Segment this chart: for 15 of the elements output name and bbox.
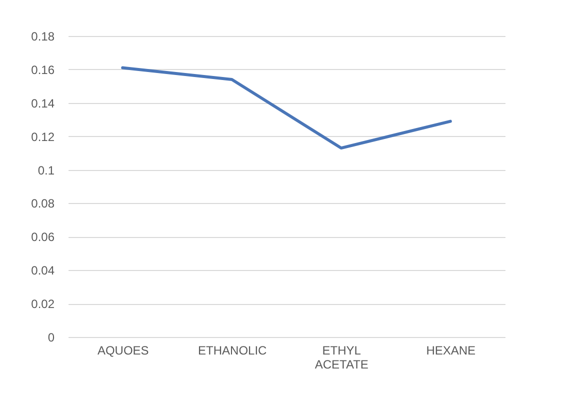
- x-tick-label: HEXANE: [426, 344, 476, 358]
- y-tick-label: 0: [48, 330, 55, 344]
- y-tick-label: 0.04: [31, 264, 55, 278]
- y-tick-label: 0.1: [38, 163, 55, 178]
- y-tick-label: 0.06: [31, 230, 55, 244]
- y-tick-label: 0.14: [31, 96, 55, 110]
- line-series: [121, 66, 452, 150]
- x-tick-label: ETHYL ACETATE: [314, 344, 368, 372]
- x-tick-label: AQUOES: [97, 344, 149, 358]
- x-tick-label: ETHANOLIC: [198, 344, 268, 358]
- y-tick-label: 0.02: [31, 297, 55, 312]
- y-tick-label: 0.16: [31, 62, 55, 77]
- y-tick-label: 0.12: [31, 130, 55, 144]
- y-tick-label: 0.18: [31, 30, 55, 44]
- y-tick-label: 0.08: [31, 196, 55, 211]
